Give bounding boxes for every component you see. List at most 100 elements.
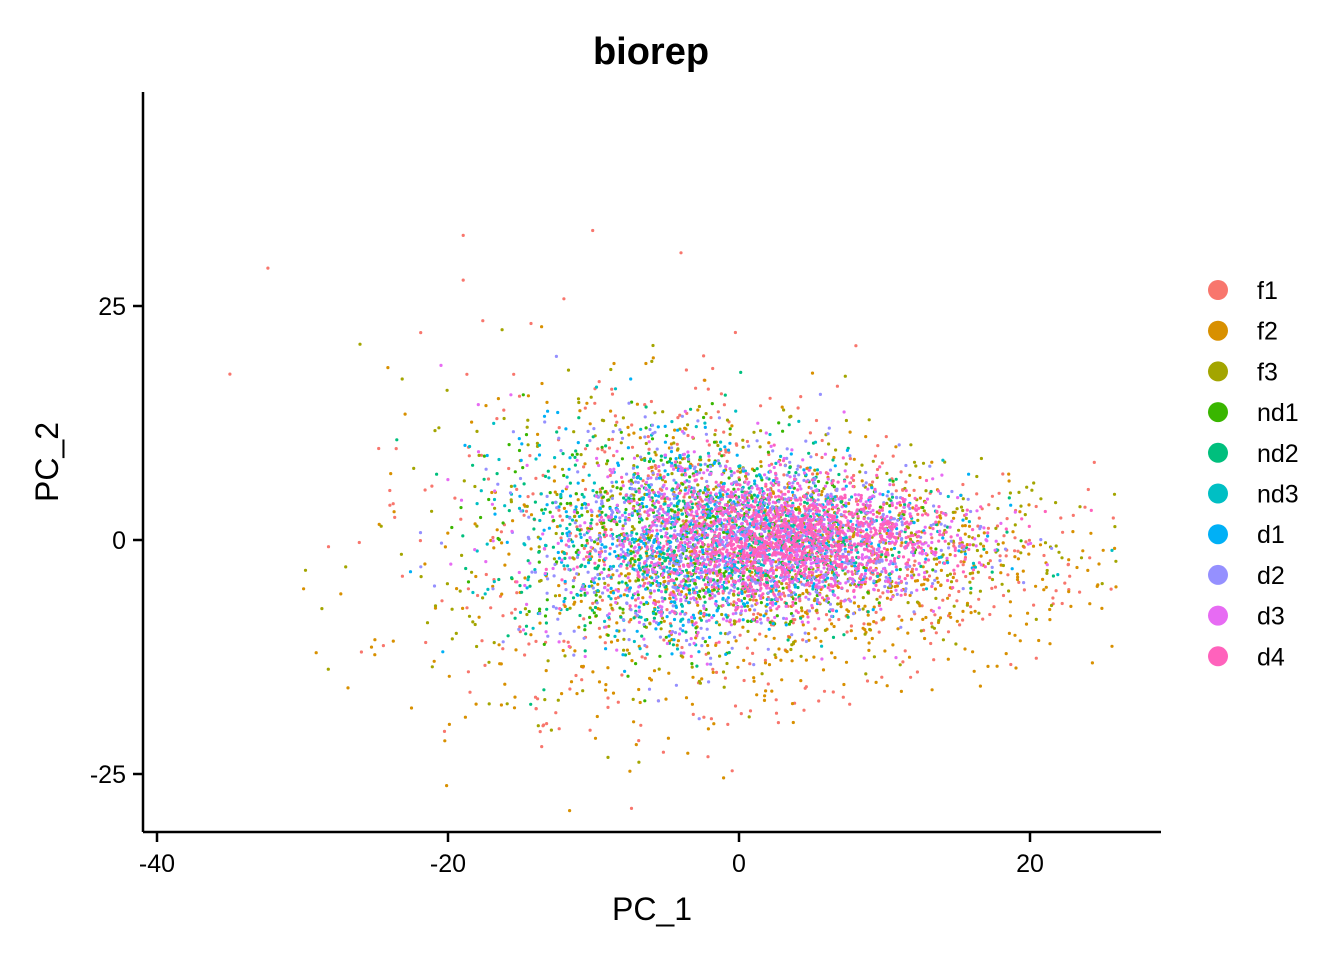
data-point [674, 562, 678, 566]
data-point [677, 562, 681, 567]
data-point [673, 463, 677, 467]
data-point [849, 519, 853, 523]
data-point [684, 638, 689, 643]
data-point [895, 496, 899, 500]
data-point [771, 449, 775, 453]
data-point [706, 510, 710, 514]
data-point [594, 500, 598, 504]
data-point [997, 491, 1001, 495]
data-point [645, 517, 649, 521]
data-point [553, 500, 558, 504]
data-point [699, 463, 703, 467]
data-point [614, 423, 618, 427]
data-point [645, 557, 650, 561]
data-point [844, 581, 848, 585]
data-point [652, 599, 657, 603]
data-point [724, 569, 728, 574]
data-point [554, 531, 558, 536]
data-point [851, 612, 856, 616]
data-point [670, 488, 674, 492]
data-point [536, 432, 540, 436]
data-point [922, 509, 926, 513]
data-point [900, 523, 905, 527]
data-point [963, 532, 967, 536]
data-point [1071, 513, 1075, 518]
data-point [757, 473, 762, 477]
data-point [676, 532, 680, 537]
data-point [393, 515, 397, 520]
data-point [1005, 530, 1009, 534]
data-point [344, 565, 348, 569]
data-point [918, 475, 922, 480]
data-point [678, 455, 683, 460]
data-point [665, 608, 669, 612]
data-point [703, 425, 707, 429]
data-point [787, 470, 791, 474]
data-point [621, 653, 625, 657]
data-point [912, 488, 916, 492]
data-point [781, 429, 785, 433]
data-point [346, 686, 350, 690]
data-point [475, 524, 479, 528]
data-point [681, 629, 685, 633]
data-point [560, 489, 565, 493]
data-point [641, 479, 645, 483]
data-point [904, 480, 908, 484]
data-point [625, 648, 630, 652]
data-point [691, 587, 695, 591]
data-point [658, 487, 663, 491]
data-point [646, 435, 650, 439]
data-point [629, 377, 633, 381]
data-point [701, 530, 705, 534]
data-point [595, 461, 599, 465]
data-point [669, 526, 673, 530]
data-point [864, 672, 868, 676]
data-point [740, 591, 744, 596]
data-point [583, 447, 588, 451]
data-point [700, 677, 704, 681]
data-point [706, 451, 711, 455]
data-point [566, 368, 571, 372]
data-point [1067, 590, 1071, 594]
data-point [793, 618, 797, 622]
data-point [499, 530, 503, 534]
data-point [673, 631, 678, 635]
data-point [1003, 547, 1008, 551]
data-point [759, 429, 763, 433]
data-point [460, 553, 464, 558]
data-point [652, 616, 657, 620]
data-point [636, 590, 640, 594]
data-point [601, 525, 605, 530]
data-point [825, 481, 829, 485]
data-point [1013, 523, 1017, 527]
data-point [513, 616, 517, 620]
data-point [727, 651, 731, 655]
data-point [609, 597, 613, 601]
data-point [659, 550, 663, 554]
data-point [915, 670, 920, 674]
data-point [649, 457, 653, 461]
data-point [852, 595, 857, 599]
data-point [575, 692, 579, 696]
data-point [687, 520, 691, 524]
data-point [690, 619, 694, 624]
data-point [501, 521, 505, 525]
data-point [588, 615, 592, 620]
data-point [931, 568, 935, 572]
data-point [561, 648, 565, 653]
data-point [705, 479, 709, 484]
data-point [555, 492, 559, 497]
data-point [939, 516, 943, 520]
data-point [690, 662, 694, 666]
data-point [602, 576, 606, 581]
data-point [443, 739, 447, 743]
data-point [900, 541, 904, 545]
data-point [562, 551, 567, 556]
data-point [791, 720, 795, 725]
data-point [651, 611, 656, 616]
data-point [517, 627, 521, 632]
data-point [627, 561, 631, 565]
data-point [792, 591, 796, 595]
data-point [1034, 504, 1038, 509]
